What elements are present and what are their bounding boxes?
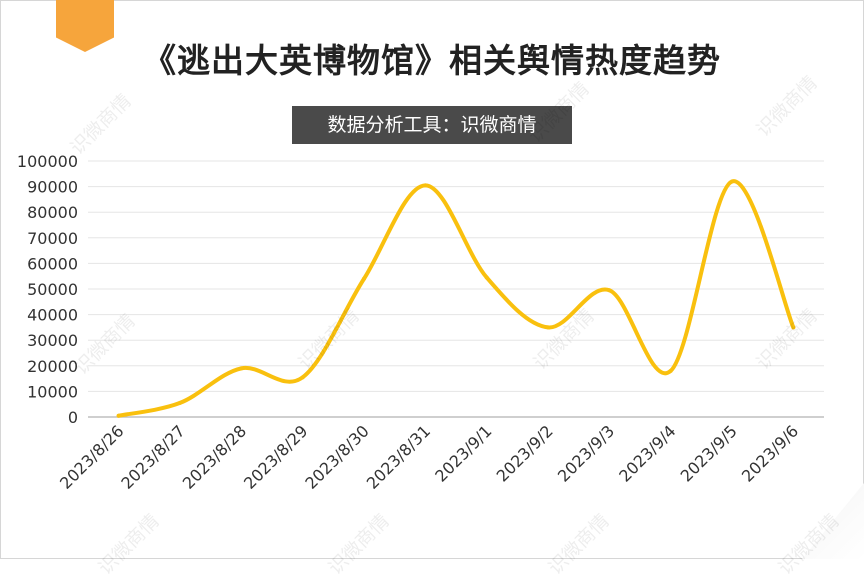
y-tick-label: 30000: [27, 331, 78, 350]
x-tick-label: 2023/9/2: [493, 421, 557, 485]
y-tick-label: 40000: [27, 306, 78, 325]
chart-title: 《逃出大英博物馆》相关舆情热度趋势: [143, 41, 721, 80]
data-point: [484, 275, 489, 280]
data-point: [546, 325, 550, 330]
x-tick-label: 2023/8/29: [240, 421, 311, 492]
y-tick-label: 80000: [27, 203, 78, 222]
data-point: [791, 325, 796, 330]
y-tick-label: 100000: [17, 152, 78, 171]
x-tick-label: 2023/8/28: [179, 421, 250, 492]
data-point: [178, 400, 182, 405]
data-point: [668, 368, 673, 373]
data-point: [607, 288, 612, 293]
y-tick-label: 90000: [27, 178, 78, 197]
y-tick-label: 20000: [27, 357, 78, 376]
series-line: [116, 179, 796, 418]
x-tick-label: 2023/8/30: [301, 421, 372, 492]
x-tick-label: 2023/9/4: [615, 421, 679, 485]
data-point: [362, 276, 366, 281]
data-point: [730, 179, 734, 184]
x-tick-labels: 2023/8/262023/8/272023/8/282023/8/292023…: [56, 421, 802, 492]
data-point: [239, 366, 244, 371]
y-tick-label: 0: [68, 408, 78, 427]
y-tick-labels: 0 10000 20000 30000 40000 50000 60000 70000 8000…: [17, 152, 78, 427]
grid-lines: [88, 160, 824, 418]
y-tick-label: 70000: [27, 229, 78, 248]
x-tick-label: 2023/9/5: [677, 421, 741, 485]
chart-subtitle: 数据分析工具：识微商情: [292, 106, 572, 144]
data-points: [116, 179, 796, 418]
data-point: [116, 413, 121, 418]
x-tick-label: 2023/8/26: [56, 421, 127, 492]
x-tick-label: 2023/9/3: [554, 421, 618, 485]
y-tick-label: 60000: [27, 254, 78, 273]
y-tick-label: 10000: [27, 382, 78, 401]
y-tick-label: 50000: [27, 280, 78, 299]
x-tick-label: 2023/8/27: [117, 421, 188, 492]
x-tick-label: 2023/9/1: [431, 421, 495, 485]
data-point: [300, 375, 305, 380]
x-tick-label: 2023/8/31: [363, 421, 434, 492]
x-tick-label: 2023/9/6: [738, 421, 802, 485]
line-chart: 0 10000 20000 30000 40000 50000 60000 70000 8000…: [17, 152, 824, 493]
data-point: [423, 183, 428, 188]
